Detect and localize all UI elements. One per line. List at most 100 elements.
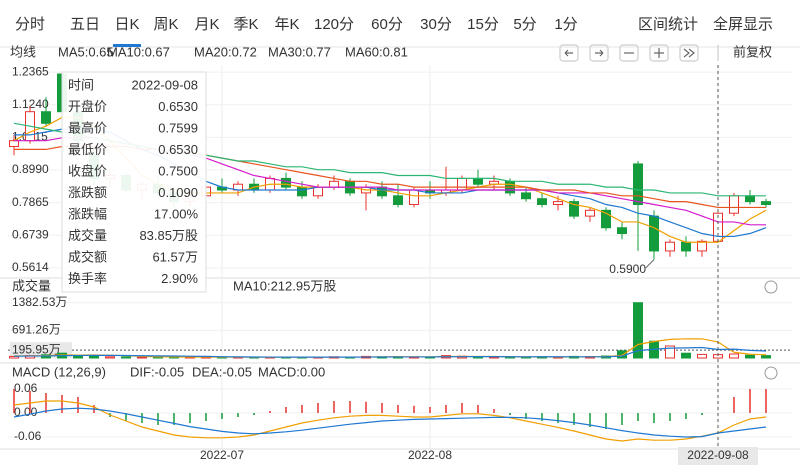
- candle-body: [553, 201, 563, 206]
- volume-bar: [697, 353, 707, 359]
- ma-legend: MA10:0.67: [107, 44, 170, 59]
- action[interactable]: 区间统计: [638, 16, 698, 33]
- volume-ma-line: [13, 346, 767, 358]
- low-pointer: [645, 259, 655, 268]
- tooltip-label: 成交额: [68, 249, 107, 264]
- icon-button[interactable]: [619, 44, 639, 62]
- tab[interactable]: 年K: [274, 16, 299, 33]
- tooltip-value: 0.6530: [158, 99, 198, 114]
- y-tick-label: 0.5614: [12, 260, 49, 274]
- toolbar-icons[interactable]: [559, 44, 719, 62]
- y-tick-label: 1.2365: [12, 64, 49, 78]
- candle-body: [761, 201, 771, 206]
- tooltip-value: 17.00%: [154, 206, 199, 221]
- candle-body: [729, 195, 739, 214]
- tab[interactable]: 15分: [467, 16, 499, 33]
- macd-title: MACD (12,26,9): [12, 364, 106, 379]
- candle-body: [697, 240, 707, 252]
- panel-icon[interactable]: [764, 280, 778, 294]
- tab[interactable]: 日K: [114, 16, 139, 33]
- y-tick-label: 1.1240: [12, 97, 49, 111]
- icon: [654, 48, 664, 58]
- ma-legend: MA20:0.72: [194, 44, 257, 59]
- tab-underline: [113, 44, 141, 47]
- panel-icon[interactable]: [764, 366, 778, 380]
- tooltip-label: 换手率: [68, 271, 107, 286]
- tab[interactable]: 5分: [513, 16, 536, 33]
- y-tick-label: 0.06: [14, 381, 38, 395]
- tab[interactable]: 60分: [371, 16, 403, 33]
- volume-bar: [745, 354, 755, 359]
- candle-body: [329, 180, 339, 188]
- candle-body: [393, 195, 403, 206]
- adjust-toggle[interactable]: 前复权: [733, 44, 772, 59]
- tooltip-label: 最高价: [68, 120, 107, 135]
- icon-button[interactable]: [589, 44, 609, 62]
- tooltip-label: 涨跌额: [68, 185, 107, 200]
- candle-body: [473, 177, 483, 185]
- tooltip-value: 0.6530: [158, 142, 198, 157]
- tooltip-label: 最低价: [68, 142, 107, 157]
- tab[interactable]: 1分: [554, 16, 577, 33]
- dif-line: [13, 400, 767, 442]
- candle-body: [41, 111, 51, 124]
- tooltip: 时间 2022-09-08 开盘价 0.6530 最高价 0.7599 最低价 0.6530 收…: [61, 71, 207, 293]
- x-tick-label: 2022-07: [200, 448, 244, 462]
- y-tick-label: 0.6739: [12, 227, 49, 241]
- tab[interactable]: 五日: [70, 16, 100, 33]
- tooltip-label: 开盘价: [68, 99, 107, 114]
- tab[interactable]: 30分: [420, 16, 452, 33]
- tooltip-label: 收盘价: [68, 163, 107, 178]
- tab[interactable]: 周K: [153, 16, 178, 33]
- tab[interactable]: 分时: [15, 16, 45, 33]
- low-label: 0.5900: [609, 262, 646, 276]
- y-tick-label: 195.95万: [12, 342, 61, 356]
- tooltip-label: 成交量: [68, 228, 107, 243]
- volume-bar: [137, 356, 147, 359]
- ma-legend: MA30:0.77: [268, 44, 331, 59]
- volume-bar: [9, 355, 19, 359]
- candle-body: [681, 241, 691, 252]
- volume-legend: MA10:212.95万股: [233, 278, 336, 293]
- tooltip-value: 0.1090: [158, 185, 198, 200]
- icon-button[interactable]: [559, 44, 579, 62]
- candle-body: [537, 198, 547, 206]
- macd-legend: MACD:0.00: [258, 364, 325, 379]
- tab[interactable]: 120分: [314, 16, 354, 33]
- candle-body: [617, 227, 627, 235]
- tooltip-value: 83.85万股: [139, 228, 198, 243]
- tab[interactable]: 季K: [233, 16, 258, 33]
- candle-body: [665, 241, 675, 252]
- candle-body: [569, 201, 579, 217]
- volume-bar: [665, 345, 675, 359]
- action[interactable]: 全屏显示: [713, 15, 773, 33]
- tooltip-value: 2.90%: [161, 271, 198, 286]
- tooltip-value: 0.7500: [158, 163, 198, 178]
- volume-bar: [633, 302, 643, 359]
- volume-bar: [681, 352, 691, 359]
- candle-body: [281, 177, 291, 188]
- ma-legend: MA5:0.65: [58, 44, 114, 59]
- icon-button[interactable]: [649, 44, 669, 62]
- icon: [683, 48, 695, 58]
- tooltip-value: 0.7599: [158, 120, 198, 135]
- candle-body: [521, 192, 531, 200]
- volume-title: 成交量: [12, 278, 51, 293]
- crosshair-badge: [678, 447, 758, 465]
- candle-body: [297, 186, 307, 197]
- y-tick-label: 0.00: [14, 405, 38, 419]
- tooltip-value: 61.57万: [152, 249, 198, 264]
- volume-bar: [89, 355, 99, 359]
- icon-button[interactable]: [679, 44, 699, 62]
- candle-body: [745, 195, 755, 203]
- tick-badge: [10, 342, 72, 359]
- candle-body: [313, 186, 323, 197]
- volume-bar: [121, 356, 131, 359]
- icon: [595, 49, 604, 57]
- x-tick-label: 2022-09-08: [687, 448, 749, 462]
- volume-bar: [761, 355, 771, 359]
- x-tick-label: 2022-08: [408, 448, 452, 462]
- tab[interactable]: 月K: [194, 16, 219, 33]
- y-tick-label: 0.8990: [12, 162, 49, 176]
